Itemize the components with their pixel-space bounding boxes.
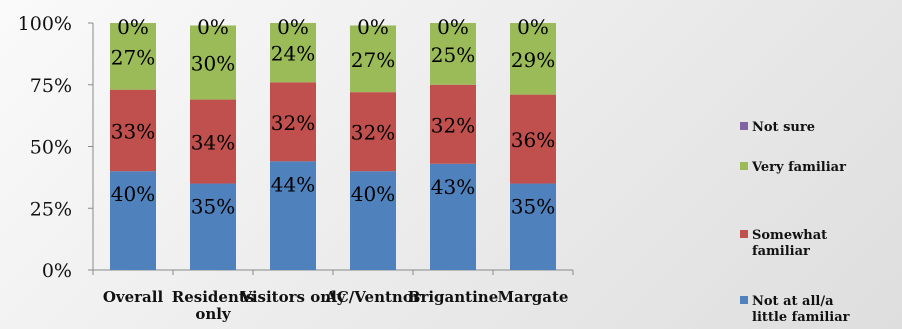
data-label: 24%	[271, 42, 315, 66]
y-tick-label: 50%	[30, 137, 72, 159]
legend: Not sure Very familiar Somewhat familiar Not…	[740, 120, 850, 325]
data-label: 32%	[271, 111, 315, 135]
y-tick-label: 75%	[30, 75, 72, 97]
y-tick-label: 100%	[18, 13, 72, 35]
legend-label: Not at all/a little familiar	[752, 294, 850, 325]
data-label: 34%	[191, 131, 235, 155]
data-label: 27%	[351, 48, 395, 72]
data-label: 0%	[197, 15, 229, 39]
y-tick-label: 0%	[42, 260, 72, 282]
data-label: 27%	[111, 45, 155, 69]
data-label: 32%	[351, 121, 395, 145]
data-label: 0%	[117, 15, 149, 39]
data-label: 33%	[111, 119, 155, 143]
data-label: 25%	[431, 43, 475, 67]
data-label: 36%	[511, 128, 555, 152]
y-tick-label: 25%	[30, 198, 72, 220]
legend-label: Somewhat familiar	[752, 228, 827, 259]
category-label: Brigantine	[408, 288, 498, 306]
data-label: 40%	[111, 182, 155, 206]
data-label: 40%	[351, 182, 395, 206]
data-label: 29%	[511, 48, 555, 72]
legend-label: Not sure	[752, 120, 815, 135]
category-label: Overall	[103, 288, 164, 306]
data-label: 30%	[191, 52, 235, 76]
data-label: 0%	[517, 15, 549, 39]
data-label: 44%	[271, 172, 315, 196]
legend-swatch	[740, 122, 748, 130]
data-label: 0%	[277, 15, 309, 39]
data-label: 35%	[191, 195, 235, 219]
data-label: 43%	[431, 175, 475, 199]
category-label: Margate	[498, 288, 569, 306]
legend-swatch	[740, 296, 748, 304]
data-label: 0%	[357, 15, 389, 39]
bars	[110, 23, 556, 270]
legend-swatch	[740, 230, 748, 238]
legend-label: Very familiar	[751, 160, 846, 175]
data-label: 35%	[511, 195, 555, 219]
data-label: 32%	[431, 113, 475, 137]
legend-swatch	[740, 162, 748, 170]
data-labels: 40% 33% 27% 0% 35% 34% 30% 0% 44% 32% 24% 0% 40% 32% 2…	[111, 15, 555, 219]
data-label: 0%	[437, 15, 469, 39]
